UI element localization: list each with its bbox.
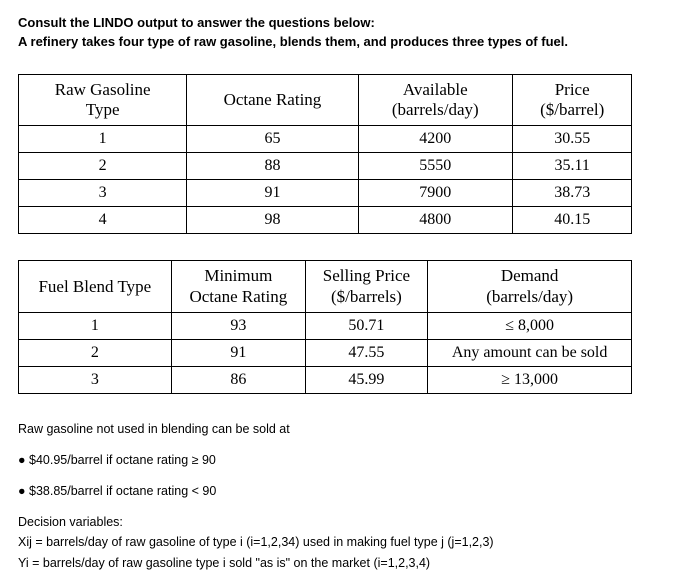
table-row: 1 93 50.71 ≤ 8,000 bbox=[19, 313, 632, 340]
table-row: 1 65 4200 30.55 bbox=[19, 126, 632, 153]
footnote-bullet-1: ● $40.95/barrel if octane rating ≥ 90 bbox=[18, 451, 658, 470]
col-selling-price: Selling Price ($/barrels) bbox=[306, 261, 428, 313]
col-fuel-blend-type: Fuel Blend Type bbox=[19, 261, 172, 313]
intro-line-1: Consult the LINDO output to answer the q… bbox=[18, 15, 375, 30]
raw-gasoline-table: Raw Gasoline Type Octane Rating Availabl… bbox=[18, 74, 632, 235]
table-header-row: Fuel Blend Type Minimum Octane Rating Se… bbox=[19, 261, 632, 313]
decision-var-yi: Yi = barrels/day of raw gasoline type i … bbox=[18, 554, 658, 573]
intro-line-2: A refinery takes four type of raw gasoli… bbox=[18, 34, 568, 49]
table-row: 3 86 45.99 ≥ 13,000 bbox=[19, 367, 632, 394]
problem-intro: Consult the LINDO output to answer the q… bbox=[18, 14, 658, 52]
decision-vars-heading: Decision variables: bbox=[18, 513, 658, 532]
footnote-intro: Raw gasoline not used in blending can be… bbox=[18, 420, 658, 439]
table-row: 2 91 47.55 Any amount can be sold bbox=[19, 340, 632, 367]
table-header-row: Raw Gasoline Type Octane Rating Availabl… bbox=[19, 74, 632, 126]
table-row: 4 98 4800 40.15 bbox=[19, 207, 632, 234]
footnotes: Raw gasoline not used in blending can be… bbox=[18, 420, 658, 573]
col-raw-gas-type: Raw Gasoline Type bbox=[19, 74, 187, 126]
decision-var-xij: Xij = barrels/day of raw gasoline of typ… bbox=[18, 533, 658, 552]
col-available: Available (barrels/day) bbox=[358, 74, 512, 126]
col-octane-rating: Octane Rating bbox=[187, 74, 358, 126]
table-row: 3 91 7900 38.73 bbox=[19, 180, 632, 207]
col-demand: Demand (barrels/day) bbox=[427, 261, 632, 313]
col-price: Price ($/barrel) bbox=[512, 74, 631, 126]
table-row: 2 88 5550 35.11 bbox=[19, 153, 632, 180]
col-min-octane: Minimum Octane Rating bbox=[171, 261, 305, 313]
footnote-bullet-2: ● $38.85/barrel if octane rating < 90 bbox=[18, 482, 658, 501]
fuel-blend-table: Fuel Blend Type Minimum Octane Rating Se… bbox=[18, 260, 632, 394]
